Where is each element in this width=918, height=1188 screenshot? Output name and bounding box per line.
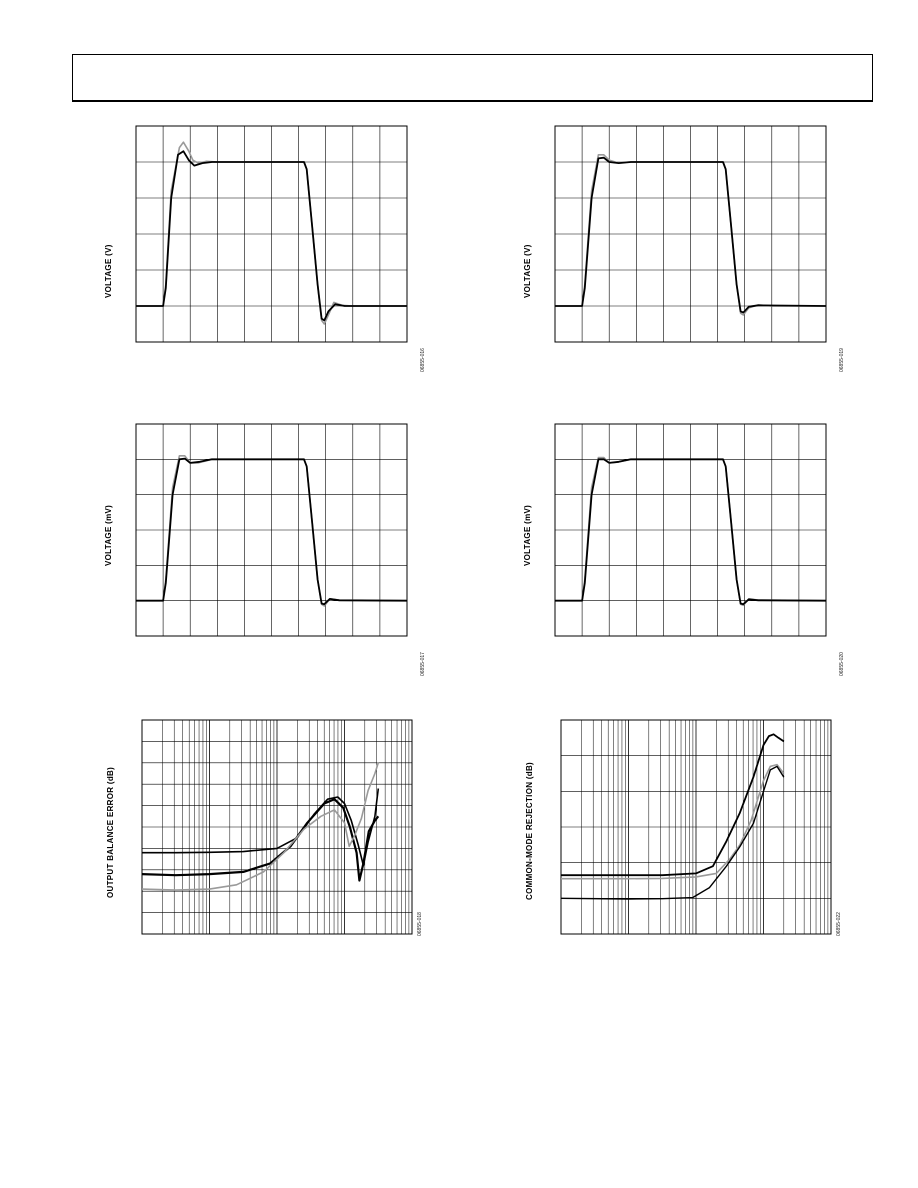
chart-1-frame xyxy=(135,125,408,343)
chart-5-series-2 xyxy=(141,798,380,882)
chart-5-ylabel: OUTPUT BALANCE ERROR (dB) xyxy=(106,766,115,898)
chart-step-response-1: VOLTAGE (V) 06855-016 xyxy=(95,120,435,380)
page-header-box xyxy=(72,54,873,102)
chart-2-plot xyxy=(554,125,827,343)
chart-5-frame xyxy=(141,719,413,935)
chart-output-balance-error: OUTPUT BALANCE ERROR (dB) 06855-018 xyxy=(95,714,435,944)
chart-4-grid xyxy=(555,424,826,636)
chart-4-plot xyxy=(554,423,827,637)
chart-3-plot xyxy=(135,423,408,637)
chart-6-frame xyxy=(560,719,832,935)
chart-6-figure-id: 06855-022 xyxy=(836,912,842,936)
chart-1-ylabel: VOLTAGE (V) xyxy=(104,244,113,298)
chart-6-grid xyxy=(560,720,831,934)
chart-6-ylabel: COMMON-MODE REJECTION (dB) xyxy=(525,761,534,900)
chart-3-ylabel: VOLTAGE (mV) xyxy=(104,504,113,566)
chart-6-series-3 xyxy=(560,765,785,900)
chart-6-series-2 xyxy=(561,763,785,880)
chart-1-figure-id: 06855-016 xyxy=(420,348,426,372)
chart-2-ylabel: VOLTAGE (V) xyxy=(523,244,532,298)
chart-3-series-2 xyxy=(136,457,408,606)
chart-1-series-2 xyxy=(136,150,407,322)
chart-2-frame xyxy=(554,125,827,343)
chart-2-figure-id: 06855-019 xyxy=(839,348,845,372)
chart-4-series-2 xyxy=(555,458,827,606)
chart-3-figure-id: 06855-017 xyxy=(420,652,426,676)
chart-6-series-1 xyxy=(561,733,785,877)
chart-1-plot xyxy=(135,125,408,343)
chart-5-figure-id: 06855-018 xyxy=(417,912,423,936)
chart-step-response-4: VOLTAGE (mV) 06855-020 xyxy=(514,418,854,680)
chart-2-grid xyxy=(555,126,826,342)
chart-3-frame xyxy=(135,423,408,637)
chart-4-figure-id: 06855-020 xyxy=(839,652,845,676)
chart-step-response-3: VOLTAGE (mV) 06855-017 xyxy=(95,418,435,680)
chart-4-frame xyxy=(554,423,827,637)
chart-common-mode-rejection: COMMON-MODE REJECTION (dB) 06855-022 xyxy=(514,714,854,944)
chart-3-grid xyxy=(136,424,407,636)
chart-6-plot xyxy=(560,719,832,935)
chart-2-series-2 xyxy=(555,156,827,314)
chart-step-response-2: VOLTAGE (V) 06855-019 xyxy=(514,120,854,380)
chart-4-ylabel: VOLTAGE (mV) xyxy=(523,504,532,566)
chart-5-series-3 xyxy=(141,762,380,891)
chart-5-plot xyxy=(141,719,413,935)
